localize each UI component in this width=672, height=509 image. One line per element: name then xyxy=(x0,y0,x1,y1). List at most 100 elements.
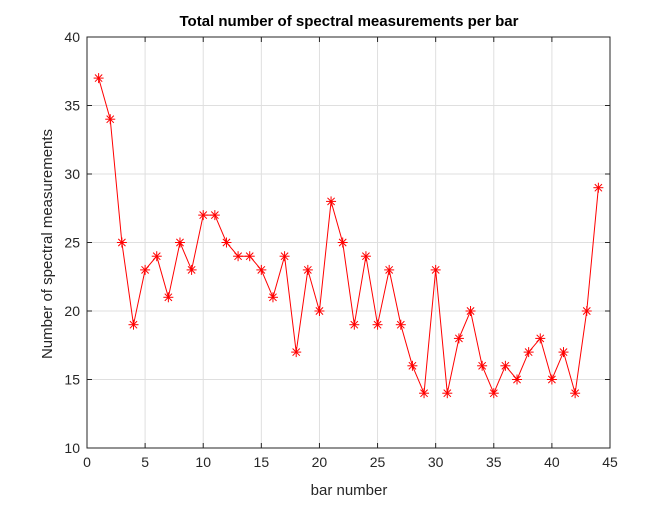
data-point-marker xyxy=(337,237,348,248)
marker-stroke xyxy=(269,293,277,302)
chart-title: Total number of spectral measurements pe… xyxy=(180,13,519,30)
data-point-marker xyxy=(349,319,360,330)
data-point-marker xyxy=(128,319,139,330)
marker-stroke xyxy=(582,307,591,315)
marker-stroke xyxy=(571,389,580,398)
data-point-marker xyxy=(488,388,499,399)
marker-stroke xyxy=(385,265,394,274)
y-tick-label: 25 xyxy=(64,235,80,251)
marker-stroke xyxy=(129,320,138,329)
x-tick-label: 25 xyxy=(370,454,386,470)
y-tick-label: 30 xyxy=(64,166,80,182)
data-point-marker xyxy=(198,210,209,221)
marker-stroke xyxy=(536,334,545,343)
marker-stroke xyxy=(373,320,382,329)
data-point-marker xyxy=(430,264,441,275)
data-point-marker xyxy=(570,388,581,399)
data-point-marker xyxy=(419,388,430,399)
marker-stroke xyxy=(408,361,417,370)
marker-stroke xyxy=(94,74,103,83)
data-point-marker xyxy=(151,251,162,262)
data-point-marker xyxy=(360,251,371,262)
marker-stroke xyxy=(420,389,428,398)
marker-stroke xyxy=(187,265,196,274)
axis-ticks: 0 5 10 15 20 25 30 35 40 45 10 15 20 25 30 35 40 xyxy=(64,29,618,470)
marker-stroke xyxy=(501,361,510,370)
data-point-marker xyxy=(407,360,418,371)
y-tick-label: 40 xyxy=(64,29,80,45)
x-axis-label: bar number xyxy=(311,482,388,499)
marker-stroke xyxy=(478,361,487,370)
data-point-marker xyxy=(186,264,197,275)
x-tick-label: 45 xyxy=(602,454,618,470)
marker-stroke xyxy=(361,252,370,261)
marker-stroke xyxy=(547,375,556,384)
x-tick-label: 40 xyxy=(544,454,560,470)
data-point-marker xyxy=(244,251,255,262)
marker-stroke xyxy=(199,211,208,220)
marker-stroke xyxy=(466,307,475,315)
data-point-marker xyxy=(372,319,383,330)
marker-stroke xyxy=(338,238,347,247)
data-point-marker xyxy=(314,306,325,316)
data-point-marker xyxy=(233,251,244,262)
x-tick-label: 20 xyxy=(312,454,328,470)
y-tick-label: 35 xyxy=(64,98,80,114)
data-point-marker xyxy=(221,237,232,248)
data-point-marker xyxy=(140,264,151,275)
marker-stroke xyxy=(117,238,126,247)
data-point-marker xyxy=(523,347,534,358)
data-point-marker xyxy=(302,264,313,275)
marker-stroke xyxy=(396,320,405,329)
marker-stroke xyxy=(431,265,440,274)
data-point-marker xyxy=(116,237,127,248)
data-point-marker xyxy=(546,374,557,385)
x-tick-label: 0 xyxy=(83,454,91,470)
x-tick-label: 5 xyxy=(141,454,149,470)
data-point-marker xyxy=(384,264,395,275)
data-point-marker xyxy=(326,196,337,207)
marker-stroke xyxy=(245,252,254,261)
marker-stroke xyxy=(489,389,498,398)
marker-stroke xyxy=(350,320,359,329)
x-tick-label: 30 xyxy=(428,454,444,470)
data-point-marker xyxy=(267,292,278,303)
marker-stroke xyxy=(594,183,603,192)
data-point-marker xyxy=(581,306,592,316)
y-axis-label: Number of spectral measurements xyxy=(39,129,56,359)
marker-stroke xyxy=(152,252,161,261)
y-tick-label: 10 xyxy=(64,440,80,456)
data-point-marker xyxy=(477,360,488,371)
marker-stroke xyxy=(222,238,231,247)
series xyxy=(93,73,604,399)
data-point-marker xyxy=(500,360,511,371)
data-point-marker xyxy=(512,374,523,385)
data-point-marker xyxy=(209,210,220,221)
x-tick-label: 15 xyxy=(254,454,270,470)
marker-stroke xyxy=(257,265,266,274)
marker-stroke xyxy=(443,389,452,398)
marker-stroke xyxy=(280,252,289,261)
marker-stroke xyxy=(234,252,243,261)
data-point-marker xyxy=(453,333,464,344)
data-point-marker xyxy=(105,114,116,125)
marker-stroke xyxy=(327,197,336,206)
y-tick-label: 15 xyxy=(64,372,80,388)
marker-stroke xyxy=(292,348,301,357)
data-point-marker xyxy=(163,292,174,303)
marker-stroke xyxy=(315,307,324,315)
marker-stroke xyxy=(164,293,173,302)
data-point-marker xyxy=(465,306,476,316)
marker-stroke xyxy=(176,238,184,247)
marker-stroke xyxy=(513,375,521,384)
grid xyxy=(87,37,610,448)
data-point-marker xyxy=(442,388,453,399)
marker-stroke xyxy=(106,115,115,124)
marker-stroke xyxy=(210,211,219,220)
marker-stroke xyxy=(141,265,150,274)
marker-stroke xyxy=(303,265,312,274)
data-point-marker xyxy=(93,73,104,84)
data-point-marker xyxy=(535,333,546,344)
